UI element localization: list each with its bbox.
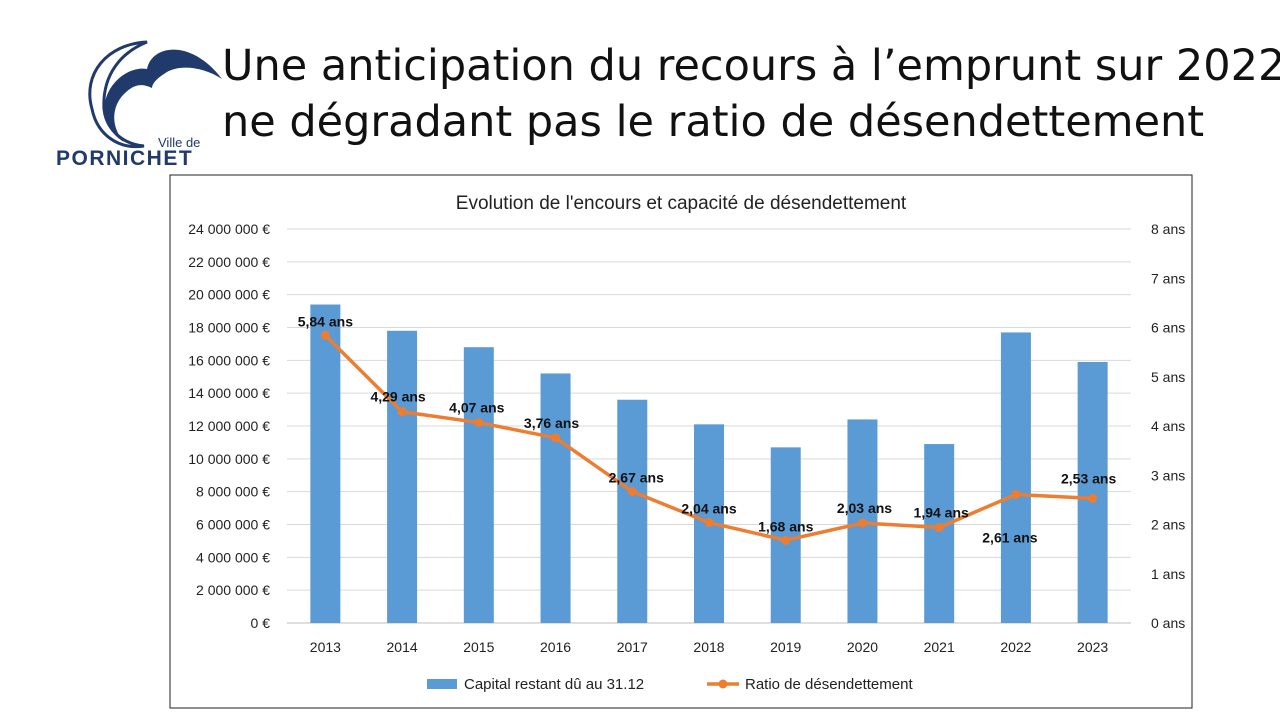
bar <box>1000 332 1031 623</box>
chart-title: Evolution de l'encours et capacité de dé… <box>456 193 907 214</box>
x-tick-label: 2023 <box>1077 639 1108 655</box>
bar <box>770 447 801 623</box>
y-left-tick-label: 24 000 000 € <box>188 221 270 237</box>
y-left-tick-label: 2 000 000 € <box>196 582 270 598</box>
bar <box>540 373 571 623</box>
y-right-tick-label: 0 ans <box>1151 615 1185 631</box>
data-label: 1,94 ans <box>914 504 969 520</box>
slide-title: Une anticipation du recours à l’emprunt … <box>222 38 1280 150</box>
y-right-tick-label: 3 ans <box>1151 467 1185 483</box>
y-right-tick-label: 7 ans <box>1151 270 1185 286</box>
dolphin-icon <box>104 49 222 143</box>
line-point <box>1011 489 1021 499</box>
data-label: 3,76 ans <box>524 415 579 431</box>
x-tick-label: 2021 <box>924 639 955 655</box>
line-point <box>627 487 637 497</box>
x-tick-label: 2019 <box>770 639 801 655</box>
y-left-tick-label: 0 € <box>251 615 271 631</box>
data-label: 1,68 ans <box>758 518 813 534</box>
x-tick-label: 2022 <box>1000 639 1031 655</box>
y-right-tick-label: 1 ans <box>1151 566 1185 582</box>
line-point <box>934 522 944 532</box>
y-right-tick-label: 2 ans <box>1151 517 1185 533</box>
x-tick-label: 2020 <box>847 639 878 655</box>
data-label: 2,67 ans <box>609 470 664 486</box>
y-left-tick-label: 20 000 000 € <box>188 287 270 303</box>
line-point <box>1088 493 1098 503</box>
y-left-tick-label: 22 000 000 € <box>188 254 270 270</box>
legend-swatch-line-marker <box>718 679 728 689</box>
legend-label-line: Ratio de désendettement <box>745 676 913 693</box>
data-label: 2,53 ans <box>1061 470 1116 486</box>
y-left-tick-label: 12 000 000 € <box>188 418 270 434</box>
data-label: 4,07 ans <box>449 400 504 416</box>
x-tick-label: 2017 <box>617 639 648 655</box>
bar <box>387 330 418 623</box>
data-label: 2,03 ans <box>837 500 892 516</box>
logo-top-text: Ville de <box>158 135 200 150</box>
bar <box>463 347 494 623</box>
line-point <box>551 433 561 443</box>
x-tick-label: 2018 <box>693 639 724 655</box>
x-tick-label: 2013 <box>310 639 341 655</box>
y-left-tick-label: 6 000 000 € <box>196 517 270 533</box>
y-left-tick-label: 16 000 000 € <box>188 352 270 368</box>
legend-swatch-bars <box>427 679 457 689</box>
y-left-tick-label: 10 000 000 € <box>188 451 270 467</box>
y-left-tick-label: 8 000 000 € <box>196 484 270 500</box>
line-point <box>320 330 330 340</box>
logo-name: PORNICHET <box>56 147 193 170</box>
y-left-tick-label: 4 000 000 € <box>196 549 270 565</box>
x-tick-label: 2014 <box>387 639 418 655</box>
y-right-tick-label: 5 ans <box>1151 369 1185 385</box>
dolphin-wave-icon <box>88 40 148 149</box>
y-right-tick-label: 6 ans <box>1151 320 1185 336</box>
data-label: 2,04 ans <box>681 501 736 517</box>
bar <box>617 399 648 623</box>
x-tick-label: 2015 <box>463 639 494 655</box>
y-left-tick-label: 14 000 000 € <box>188 385 270 401</box>
bar <box>924 444 955 623</box>
x-tick-label: 2016 <box>540 639 571 655</box>
line-point <box>781 535 791 545</box>
data-label: 5,84 ans <box>298 313 353 329</box>
y-right-tick-label: 8 ans <box>1151 221 1185 237</box>
y-right-tick-label: 4 ans <box>1151 418 1185 434</box>
slide-title-line1: Une anticipation du recours à l’emprunt … <box>222 41 1280 91</box>
data-label: 2,61 ans <box>982 529 1037 545</box>
bar <box>310 304 341 623</box>
data-label: 4,29 ans <box>370 389 425 405</box>
y-left-tick-label: 18 000 000 € <box>188 320 270 336</box>
line-point <box>397 407 407 417</box>
slide-title-line2: ne dégradant pas le ratio de désendettem… <box>222 97 1205 147</box>
line-point <box>857 518 867 528</box>
pornichet-logo: Ville de PORNICHET <box>56 40 222 170</box>
line-point <box>474 418 484 428</box>
legend-label-bars: Capital restant dû au 31.12 <box>464 676 644 693</box>
bar <box>1077 361 1108 623</box>
line-point <box>704 518 714 528</box>
